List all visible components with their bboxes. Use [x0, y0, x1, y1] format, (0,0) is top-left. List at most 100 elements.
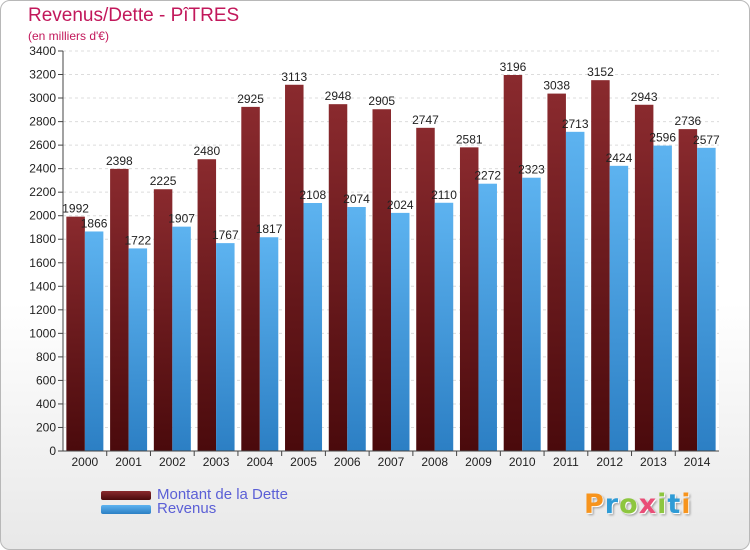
x-tick-label: 2012	[596, 455, 623, 469]
bar-dette	[459, 147, 479, 451]
y-tick-label: 800	[36, 350, 56, 364]
y-tick-label: 1400	[29, 279, 56, 293]
y-tick-label: 2000	[29, 209, 56, 223]
y-tick-label: 2600	[29, 138, 56, 152]
bar-revenus	[216, 243, 235, 451]
bar-dette	[678, 129, 698, 451]
x-tick-label: 2009	[465, 455, 492, 469]
logo-letter: t	[667, 489, 682, 520]
bar-dette	[634, 104, 654, 451]
data-label-dette: 2398	[106, 154, 133, 168]
y-tick-label: 0	[49, 444, 56, 458]
bar-dette	[372, 109, 391, 451]
data-label-revenus: 2596	[649, 131, 676, 145]
x-tick-label: 2000	[72, 455, 99, 469]
bar-revenus	[172, 226, 191, 451]
x-tick-label: 2003	[203, 455, 230, 469]
x-tick-label: 2004	[246, 455, 273, 469]
data-label-revenus: 2424	[606, 151, 633, 165]
bar-revenus	[522, 177, 541, 452]
bar-dette	[547, 93, 566, 452]
data-label-revenus: 2272	[474, 169, 501, 183]
bar-dette	[241, 106, 260, 451]
bar-dette	[591, 80, 610, 452]
data-label-dette: 3152	[587, 65, 614, 79]
logo-letter: x	[638, 489, 658, 520]
data-label-revenus: 1767	[212, 228, 239, 242]
bar-revenus	[697, 147, 716, 451]
x-tick-label: 2006	[334, 455, 361, 469]
data-label-dette: 1992	[62, 202, 89, 216]
axis-layer: 0 200 400 600 800 1000 1200 1400 1600 1800 2000 220…	[29, 44, 719, 469]
data-label-dette: 2925	[237, 92, 264, 106]
x-tick-label: 2001	[115, 455, 142, 469]
chart-title: Revenus/Dette - PîTRES	[28, 5, 240, 26]
y-tick-label: 2800	[29, 115, 56, 129]
data-label-dette: 2581	[456, 132, 483, 146]
bar-revenus	[84, 231, 104, 451]
y-tick-label: 3400	[29, 44, 56, 58]
data-label-revenus: 2110	[431, 188, 457, 202]
logo-letter: r	[604, 489, 620, 520]
logo-letter: P	[584, 489, 605, 520]
data-label-revenus: 1866	[81, 216, 108, 230]
data-label-dette: 2747	[412, 113, 439, 127]
y-tick-label: 1000	[29, 326, 56, 340]
bar-dette	[197, 159, 217, 451]
bar-revenus	[391, 212, 410, 451]
x-tick-label: 2013	[640, 455, 667, 469]
x-tick-label: 2005	[290, 455, 317, 469]
data-label-revenus: 2024	[387, 198, 414, 212]
y-tick-label: 600	[36, 373, 56, 387]
logo-letter: i	[681, 489, 692, 520]
y-tick-label: 200	[36, 420, 56, 434]
data-label-revenus: 2713	[562, 117, 589, 131]
data-label-dette: 2225	[150, 174, 177, 188]
bar-dette	[153, 189, 173, 451]
y-tick-label: 2200	[29, 185, 56, 199]
data-label-dette: 3113	[281, 70, 307, 84]
y-tick-label: 2400	[29, 162, 56, 176]
bar-revenus	[478, 183, 497, 452]
bar-revenus	[347, 207, 366, 451]
data-label-revenus: 2323	[518, 163, 545, 177]
x-tick-label: 2010	[509, 455, 536, 469]
logo-letter: i	[657, 489, 668, 520]
bar-revenus	[303, 203, 323, 451]
legend-swatch-revenus	[101, 505, 151, 514]
data-label-revenus: 1817	[256, 222, 283, 236]
data-label-revenus: 1722	[124, 233, 151, 247]
data-label-revenus: 2577	[693, 133, 720, 147]
bar-dette	[110, 168, 129, 451]
data-label-dette: 3196	[500, 60, 527, 74]
x-tick-label: 2008	[421, 455, 448, 469]
proxiti-logo: Proxiti	[584, 489, 692, 520]
legend-label-debt: Montant de la Dette	[157, 486, 288, 503]
bar-dette	[503, 75, 523, 451]
data-label-dette: 3038	[543, 79, 570, 93]
y-tick-label: 3200	[29, 68, 56, 82]
bar-revenus	[565, 131, 585, 451]
bar-dette	[285, 84, 304, 451]
y-tick-label: 1200	[29, 303, 56, 317]
bar-revenus	[434, 202, 454, 451]
bar-revenus	[653, 145, 672, 451]
logo-letter: o	[619, 489, 639, 520]
bar-dette	[328, 104, 348, 452]
bars-layer	[66, 75, 716, 452]
legend-label-revenus: Revenus	[157, 500, 217, 517]
bar-dette	[416, 127, 435, 451]
y-tick-label: 1800	[29, 232, 56, 246]
data-label-dette: 2943	[631, 90, 658, 104]
data-label-dette: 2480	[193, 144, 220, 158]
bar-revenus	[609, 165, 629, 451]
x-tick-label: 2007	[378, 455, 405, 469]
chart-subtitle: (en milliers d'€)	[28, 29, 109, 43]
legend-swatch-debt	[101, 491, 151, 500]
data-label-revenus: 2074	[343, 192, 370, 206]
y-tick-label: 400	[36, 397, 56, 411]
data-label-dette: 2736	[675, 114, 702, 128]
bar-revenus	[259, 237, 279, 451]
